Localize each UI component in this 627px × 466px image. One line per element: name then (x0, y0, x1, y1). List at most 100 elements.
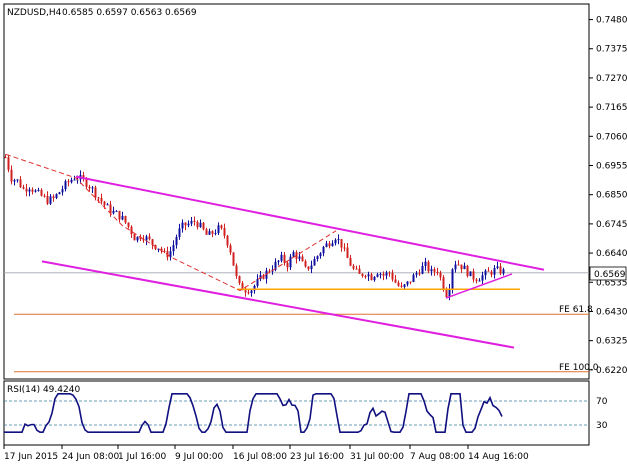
candle-body (397, 282, 400, 286)
candle-body (286, 262, 289, 268)
candle-body (103, 201, 106, 205)
channel-upper-line (75, 175, 545, 271)
chart-header-symbol: NZDUSD,H4 (7, 8, 62, 18)
candle-body (355, 268, 358, 270)
rsi-layer: 70 30 (4, 392, 608, 434)
candle-body (250, 290, 253, 294)
candle-body (409, 281, 412, 283)
candle-body (322, 246, 325, 254)
candle-body (88, 186, 91, 189)
candle-body (133, 234, 136, 241)
candle-body (115, 210, 118, 212)
candle-body (223, 228, 226, 236)
candle-body (436, 271, 439, 273)
time-axis-label: 31 Jul 00:00 (350, 452, 404, 462)
axis-layer: 0.7480 0.7375 0.7270 0.7165 0.7060 0.6955 0.68… (3, 16, 627, 462)
candle-body (460, 264, 463, 270)
time-axis-label: 23 Jul 16:00 (290, 452, 344, 462)
candle-body (490, 271, 493, 275)
candle-body (148, 236, 151, 240)
candle-body (58, 192, 61, 195)
candle-body (319, 253, 322, 257)
candle-body (28, 189, 31, 192)
candle-body (358, 268, 361, 274)
candle-body (442, 277, 445, 290)
candle-body (145, 236, 148, 241)
candle-body (7, 157, 10, 170)
candle-body (403, 284, 406, 287)
candle-body (202, 222, 205, 230)
rsi-level-label: 30 (596, 421, 608, 431)
candles (4, 154, 505, 301)
fe-100-label: FE 100.0 (559, 363, 599, 373)
price-axis-label: 0.7480 (596, 16, 627, 26)
candle-body (487, 270, 490, 272)
candle-body (13, 180, 16, 182)
candle-body (343, 247, 346, 249)
candle-body (298, 256, 301, 259)
candle-body (235, 265, 238, 277)
candle-body (469, 271, 472, 277)
candle-body (430, 269, 433, 272)
candle-body (37, 189, 40, 191)
price-axis-label: 0.7270 (596, 74, 627, 84)
candle-body (130, 226, 133, 235)
candle-body (214, 233, 217, 235)
time-axis-label: 24 Jun 08:00 (62, 452, 119, 462)
candle-body (226, 235, 229, 246)
zigzag-line (5, 153, 337, 292)
candle-body (412, 274, 415, 282)
candle-body (211, 231, 214, 234)
candle-body (181, 222, 184, 229)
candle-body (31, 189, 34, 192)
candle-body (310, 265, 313, 270)
candle-body (94, 187, 97, 198)
candle-body (142, 238, 145, 241)
candle-body (451, 269, 454, 289)
candle-body (277, 260, 280, 262)
candle-body (106, 204, 109, 206)
rsi-line (4, 392, 503, 434)
candle-body (100, 197, 103, 202)
candle-body (373, 276, 376, 281)
candle-body (463, 265, 466, 270)
candle-body (85, 178, 88, 187)
time-axis-label: 1 Jul 16:00 (118, 452, 167, 462)
candle-body (334, 239, 337, 244)
candle-body (124, 216, 127, 223)
candle-body (22, 187, 25, 189)
price-axis-label: 0.6325 (596, 337, 627, 347)
candle-body (421, 265, 424, 274)
candle-body (16, 179, 19, 181)
candle-body (406, 281, 409, 285)
candle-body (55, 194, 58, 199)
main-panel-frame (3, 3, 590, 380)
candle-body (109, 204, 112, 214)
candle-body (415, 273, 418, 275)
candle-body (61, 189, 64, 193)
candle-body (325, 243, 328, 247)
candle-body (364, 276, 367, 278)
candle-body (259, 275, 262, 280)
candle-body (46, 195, 49, 204)
candle-body (484, 270, 487, 276)
candle-body (418, 273, 421, 275)
candle-body (187, 223, 190, 226)
candle-body (82, 175, 85, 179)
current-price-label: 0.6569 (594, 270, 626, 280)
candle-body (331, 243, 334, 247)
candle-body (379, 273, 382, 275)
rising-trend-line (445, 273, 513, 299)
candle-body (307, 266, 310, 270)
candle-body (388, 272, 391, 274)
candle-body (52, 196, 55, 199)
candle-body (439, 272, 442, 278)
candle-body (247, 292, 250, 294)
price-axis-label: 0.6850 (596, 191, 627, 201)
candle-body (427, 261, 430, 272)
time-axis-label: 7 Aug 08:00 (410, 452, 465, 462)
candle-body (448, 288, 451, 298)
candle-body (466, 265, 469, 277)
